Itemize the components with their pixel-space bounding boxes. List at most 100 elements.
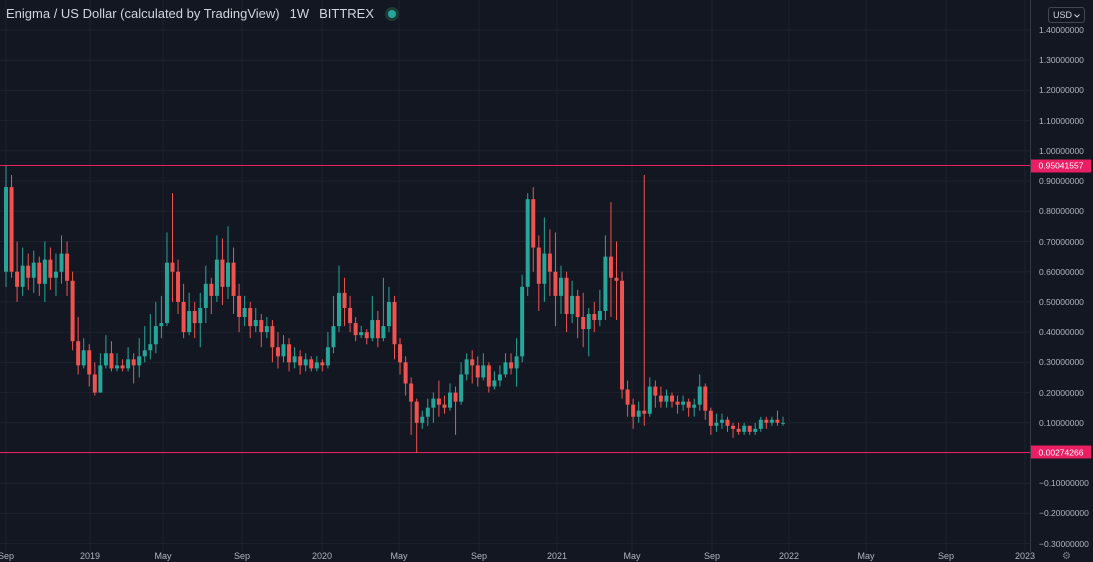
chart-grid [0,0,1030,552]
candle [65,241,70,296]
candle-body [403,362,408,384]
candle [664,389,669,408]
candle [4,165,8,287]
candle [137,338,142,378]
candle [92,362,97,396]
candle [703,383,708,420]
candle [769,416,774,426]
candle [647,377,652,417]
candle [342,277,347,327]
time-tick-label: May [390,551,408,561]
candle [48,247,53,290]
currency-select[interactable]: USD [1048,7,1086,23]
candle-body [597,310,602,321]
candle [492,371,497,390]
candle-body [259,320,264,333]
candle [559,265,563,315]
candle-body [420,416,425,423]
candle [697,374,702,411]
gear-icon[interactable]: ⚙ [1062,551,1071,562]
time-tick-label: May [857,551,875,561]
candle [564,271,569,333]
horizontal-line-bottom[interactable] [0,451,1030,453]
candle-body [337,292,341,327]
symbol-title[interactable]: Enigma / US Dollar (calculated by Tradin… [6,6,280,21]
candle [392,295,397,360]
candle [126,347,131,372]
candle-body [381,326,386,339]
time-axis[interactable]: Sep 2019 May Sep 2020 May Sep 2021 May Sep 2022 May… [0,551,1035,562]
candle-body [747,425,752,432]
candle [503,353,508,378]
candle-body [331,326,336,348]
candle-body [275,347,280,357]
candle [442,395,447,414]
candle-body [781,422,785,424]
candle-body [392,301,397,345]
candle-body [459,374,464,402]
candle [470,350,475,384]
candle-body [570,295,575,315]
symbol-header[interactable]: Enigma / US Dollar (calculated by Tradin… [6,6,397,21]
candle-body [664,395,669,402]
horizontal-line-top[interactable] [0,165,1030,167]
candle [653,380,658,408]
candle-body [220,259,225,287]
candle-body [181,301,186,333]
candle-body [198,307,203,324]
candle [220,238,225,305]
candle-body [159,323,164,327]
candle [459,362,464,405]
candle [414,398,419,453]
candle-body [153,326,158,345]
candle-body [448,392,452,408]
candle [386,286,391,333]
candle [131,353,136,384]
candle-body [525,199,530,287]
candle-body [264,326,269,333]
candle-body [137,356,142,366]
candle-body [26,265,31,278]
candle [525,193,530,296]
candle [453,386,458,435]
candle [348,295,353,333]
candle-body [464,359,469,375]
candle [486,362,491,393]
candle [681,395,686,411]
candle-body [164,262,169,324]
candle [181,283,186,339]
candle-body [414,401,419,423]
candle-body [686,401,691,408]
time-tick-label: 2023 [1014,551,1036,561]
price-tick-label: −0.30000000 [1039,538,1089,549]
candle-body [37,262,42,284]
candle-body [314,362,319,369]
interval-label[interactable]: 1W [289,6,310,21]
time-tick-label: 2022 [778,551,800,561]
candle-body [253,320,258,327]
candle [631,398,636,429]
price-tick-label: 0.50000000 [1039,296,1084,307]
candle-body [542,253,547,284]
candle [742,422,747,435]
price-axis[interactable]: 1.40000000 1.30000000 1.20000000 1.10000000… [1030,0,1093,552]
candle-body [9,187,14,272]
time-tick-label: Sep [937,551,955,561]
candle [398,338,403,375]
candle [692,398,697,417]
candle-body [209,283,214,296]
candle-body [359,332,364,336]
candle-body [120,365,125,369]
candle-body [76,341,81,366]
candle-body [653,386,658,396]
candle [509,353,514,375]
candle [275,332,280,369]
price-tick-label: 0.80000000 [1039,206,1084,217]
candle-body [126,359,131,369]
candle-body [176,271,181,302]
candle-body [431,398,436,408]
candle-body [636,410,641,417]
chart-area[interactable]: Enigma / US Dollar (calculated by Tradin… [0,0,1030,552]
candle-body [553,271,558,296]
candle-body [370,320,375,339]
